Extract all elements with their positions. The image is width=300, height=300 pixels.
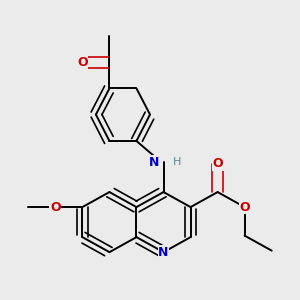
Text: H: H xyxy=(173,157,181,167)
Text: O: O xyxy=(50,201,61,214)
Text: O: O xyxy=(212,157,223,170)
Text: O: O xyxy=(239,201,250,214)
Text: N: N xyxy=(158,246,169,259)
Text: O: O xyxy=(77,56,88,69)
Text: N: N xyxy=(149,155,160,169)
